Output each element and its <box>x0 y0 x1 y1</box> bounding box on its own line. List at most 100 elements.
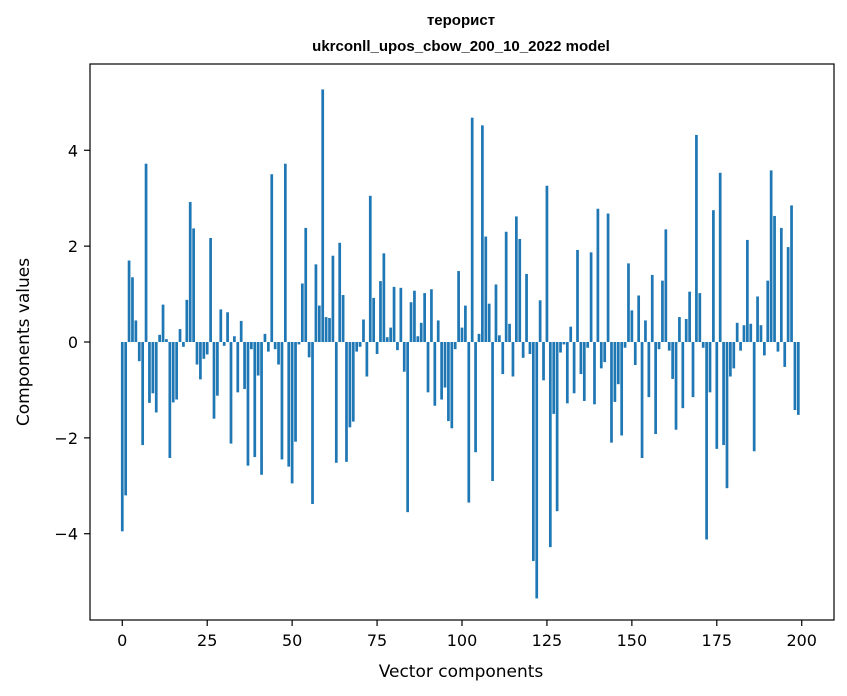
bar-131 <box>565 342 569 404</box>
bar-85 <box>409 302 413 342</box>
bar-187 <box>756 296 759 342</box>
y-tick-label: 0 <box>68 333 78 352</box>
bar-9 <box>151 342 155 394</box>
bar-14 <box>168 342 172 458</box>
bar-84 <box>406 342 409 513</box>
bar-159 <box>661 280 664 342</box>
bar-124 <box>542 342 545 381</box>
bar-60 <box>324 317 328 342</box>
x-tick-label: 0 <box>117 631 127 650</box>
bar-25 <box>205 342 209 355</box>
bar-121 <box>531 342 535 562</box>
bar-172 <box>705 342 708 540</box>
bar-40 <box>256 342 260 376</box>
bar-13 <box>165 339 168 342</box>
bar-112 <box>501 342 505 375</box>
bars <box>120 89 800 599</box>
bar-47 <box>280 342 284 460</box>
bar-122 <box>535 342 539 599</box>
bar-123 <box>538 300 542 342</box>
bar-150 <box>630 310 634 342</box>
bar-192 <box>773 215 776 342</box>
bar-148 <box>623 342 627 348</box>
bar-95 <box>443 342 447 388</box>
bar-90 <box>426 342 430 393</box>
bar-57 <box>314 264 318 342</box>
bar-22 <box>195 342 199 365</box>
bar-180 <box>732 342 736 369</box>
x-tick-label: 175 <box>702 631 733 650</box>
bar-2 <box>127 260 131 342</box>
bar-144 <box>610 342 613 443</box>
x-axis-ticks: 0 25 50 75 100 125 150 175 200 <box>117 620 817 650</box>
bar-139 <box>593 342 596 405</box>
bar-81 <box>396 342 399 351</box>
bar-79 <box>389 327 393 342</box>
bar-149 <box>627 263 630 342</box>
bar-193 <box>776 342 780 352</box>
bar-0 <box>120 342 124 532</box>
bar-19 <box>185 299 189 342</box>
bar-45 <box>273 342 277 350</box>
bar-145 <box>613 342 617 402</box>
bar-67 <box>348 342 352 428</box>
bar-141 <box>599 342 603 369</box>
bar-164 <box>678 317 681 342</box>
bar-89 <box>423 293 426 342</box>
bar-1 <box>124 342 128 496</box>
chart-subtitle: ukrconll_upos_cbow_200_10_2022 model <box>312 38 610 55</box>
bar-34 <box>236 342 240 393</box>
bar-32 <box>229 342 233 444</box>
bar-38 <box>250 342 253 350</box>
bar-183 <box>742 325 746 342</box>
bar-29 <box>219 309 223 342</box>
y-tick-label: 4 <box>68 141 78 160</box>
bar-146 <box>616 342 620 385</box>
bar-56 <box>311 342 314 505</box>
bar-170 <box>698 293 702 342</box>
bar-127 <box>552 342 556 414</box>
bar-103 <box>470 117 474 343</box>
bar-17 <box>178 329 182 342</box>
bar-151 <box>633 342 637 366</box>
bar-175 <box>715 342 719 449</box>
bar-66 <box>345 342 348 462</box>
bar-107 <box>484 236 488 342</box>
bar-88 <box>419 322 423 342</box>
bar-188 <box>759 325 763 342</box>
y-tick-label: −2 <box>54 429 78 448</box>
bar-24 <box>202 342 206 359</box>
bar-20 <box>188 202 192 342</box>
bar-186 <box>752 342 756 452</box>
bar-110 <box>494 284 498 342</box>
bar-101 <box>464 305 467 342</box>
bar-69 <box>355 342 359 352</box>
bar-161 <box>667 342 671 351</box>
bar-104 <box>474 342 477 453</box>
bar-76 <box>379 281 382 342</box>
bar-134 <box>576 249 579 342</box>
bar-129 <box>559 342 562 353</box>
y-tick-label: 2 <box>68 237 78 256</box>
bar-102 <box>467 342 471 503</box>
bar-30 <box>222 342 226 346</box>
bar-4 <box>134 320 138 342</box>
bar-42 <box>263 333 267 342</box>
bar-44 <box>270 174 274 342</box>
bar-174 <box>712 210 715 342</box>
bar-35 <box>239 320 243 342</box>
bar-153 <box>640 342 644 458</box>
bar-28 <box>216 342 219 396</box>
bar-86 <box>413 290 416 342</box>
bar-135 <box>579 342 583 375</box>
bar-63 <box>334 342 338 463</box>
bar-166 <box>684 318 688 342</box>
bar-64 <box>338 242 342 342</box>
bar-65 <box>341 295 345 342</box>
y-axis-label: Components values <box>14 258 34 426</box>
bar-169 <box>695 134 698 342</box>
bar-37 <box>246 342 250 466</box>
bar-48 <box>283 163 287 342</box>
bar-113 <box>504 231 508 342</box>
bar-72 <box>365 342 369 377</box>
